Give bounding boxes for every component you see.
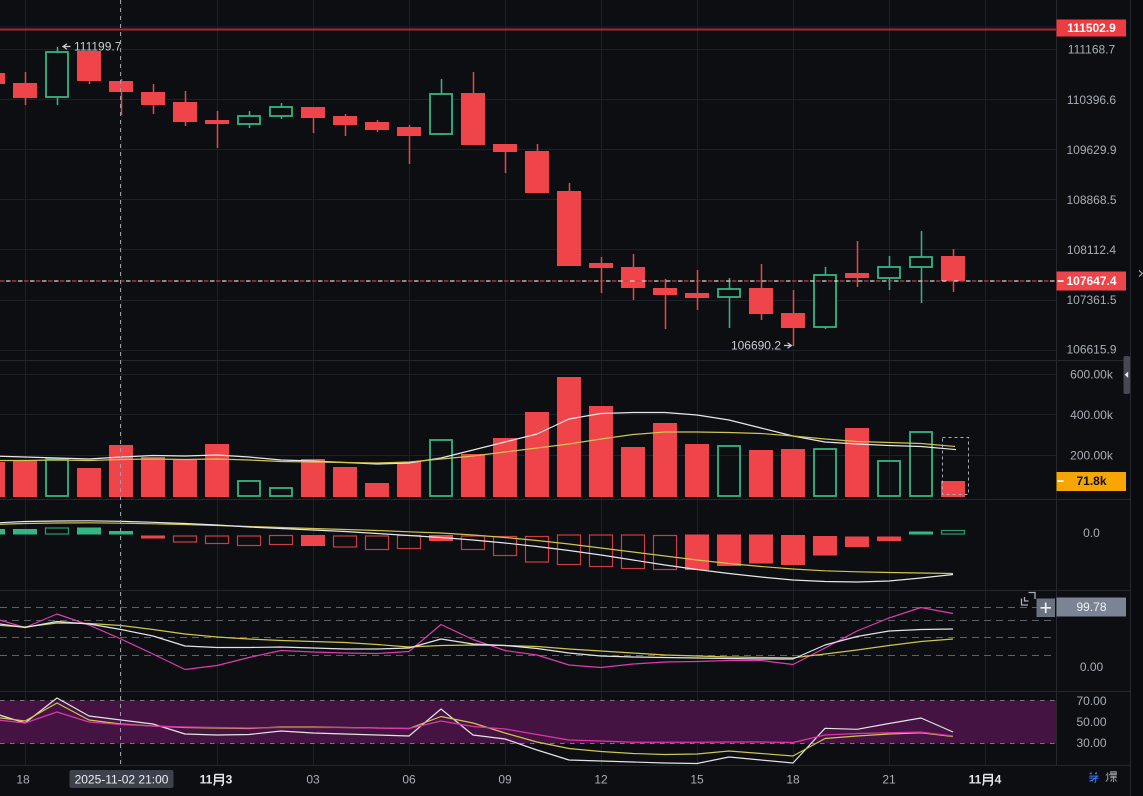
svg-text:400.00k: 400.00k: [1070, 408, 1114, 422]
svg-text:15: 15: [690, 773, 704, 787]
svg-text:30.00: 30.00: [1076, 736, 1106, 750]
svg-text:21: 21: [882, 773, 896, 787]
svg-text:0.0: 0.0: [1083, 526, 1100, 540]
svg-text:0.00: 0.00: [1080, 660, 1104, 674]
svg-text:71.8k: 71.8k: [1076, 474, 1106, 488]
svg-text:108112.4: 108112.4: [1067, 243, 1116, 257]
svg-text:107647.4: 107647.4: [1066, 274, 1116, 288]
svg-text:110396.6: 110396.6: [1067, 93, 1116, 107]
svg-text:18: 18: [786, 773, 800, 787]
svg-text:70.00: 70.00: [1076, 694, 1106, 708]
svg-text:11: 11: [969, 773, 982, 787]
svg-text:109629.9: 109629.9: [1066, 143, 1116, 157]
svg-text:107361.5: 107361.5: [1066, 293, 1116, 307]
svg-text:2025-11-02 21:00: 2025-11-02 21:00: [75, 773, 169, 787]
svg-text:03: 03: [306, 773, 320, 787]
svg-text:3: 3: [226, 773, 233, 787]
svg-text:600.00k: 600.00k: [1070, 368, 1114, 382]
svg-text:111502.9: 111502.9: [1067, 21, 1116, 35]
svg-text:106615.9: 106615.9: [1066, 343, 1116, 357]
svg-text:4: 4: [995, 773, 1002, 787]
svg-text:50.00: 50.00: [1076, 715, 1106, 729]
svg-text:111199.7: 111199.7: [74, 40, 122, 54]
svg-text:106690.2: 106690.2: [731, 339, 781, 353]
svg-text:12: 12: [594, 773, 608, 787]
svg-text:11: 11: [200, 773, 213, 787]
svg-text:09: 09: [498, 773, 512, 787]
svg-text:200.00k: 200.00k: [1070, 449, 1114, 463]
svg-text:108868.5: 108868.5: [1066, 193, 1116, 207]
svg-text:99.78: 99.78: [1076, 600, 1106, 614]
svg-text:111168.7: 111168.7: [1068, 43, 1116, 57]
svg-text:18: 18: [16, 773, 30, 787]
svg-text:06: 06: [402, 773, 416, 787]
